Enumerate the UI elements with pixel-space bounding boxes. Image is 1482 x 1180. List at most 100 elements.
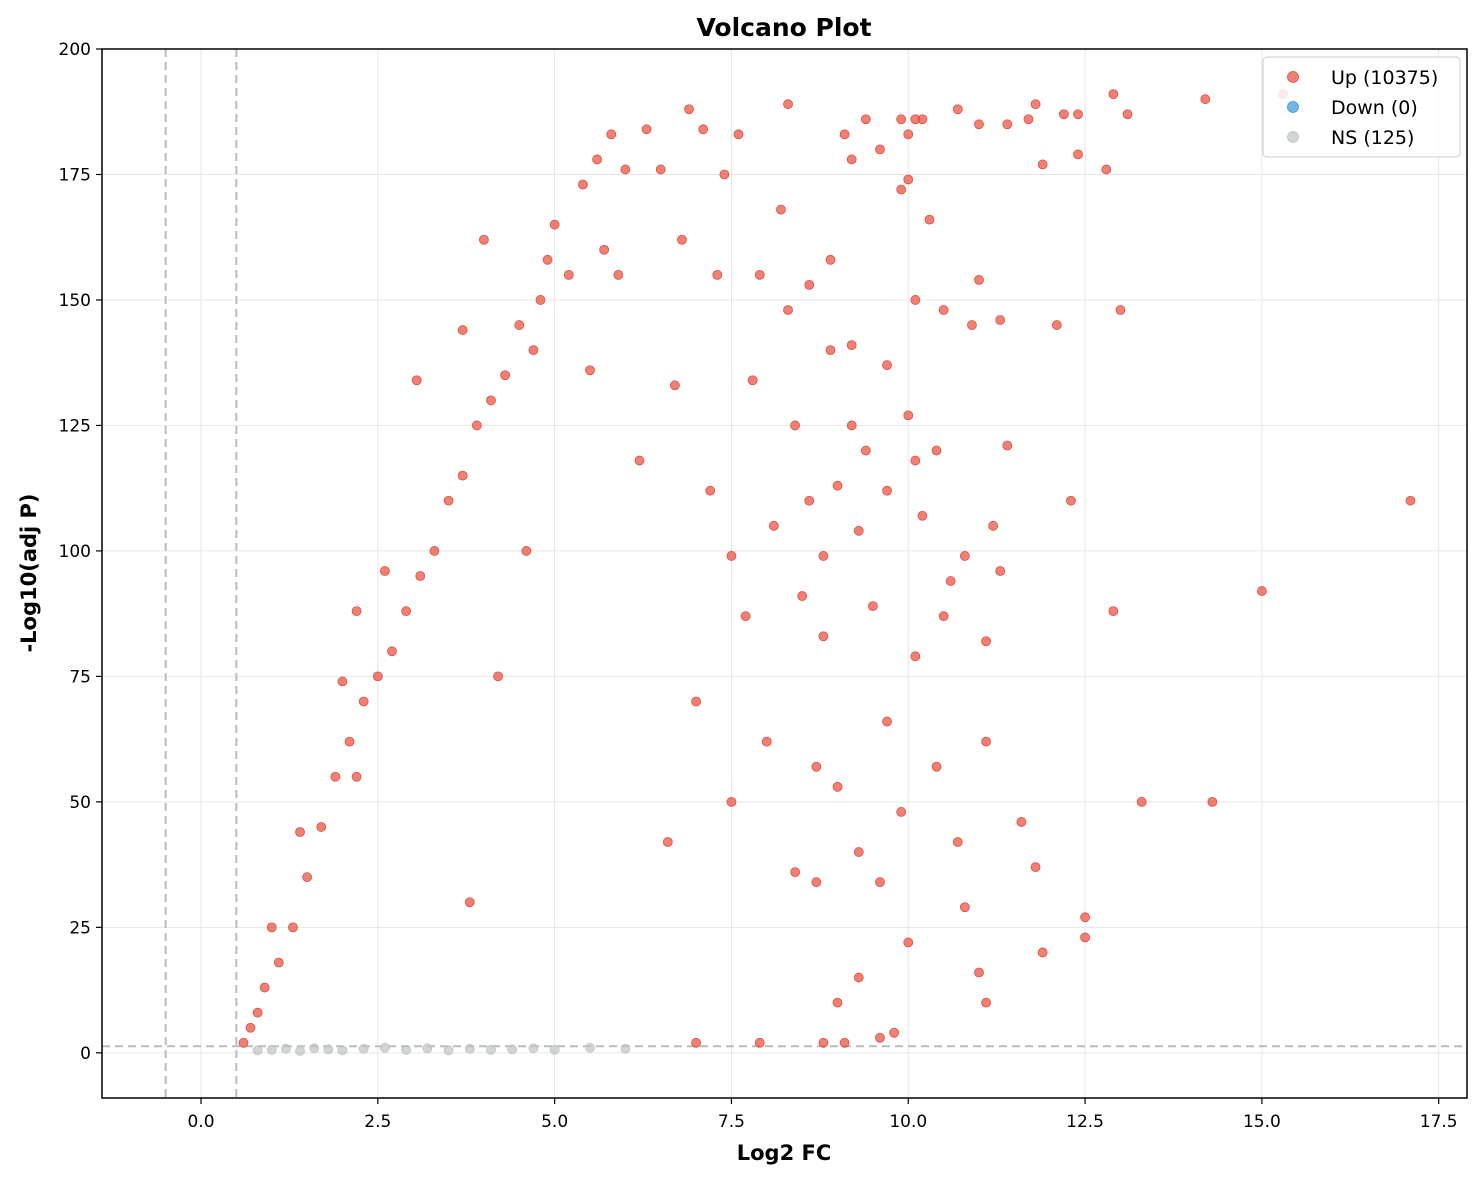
up-point-106	[684, 104, 694, 115]
up-point-117	[592, 154, 602, 165]
up-point-0	[1405, 495, 1416, 506]
ns-point-7	[358, 1043, 369, 1054]
up-point-59	[889, 1027, 900, 1038]
up-point-56	[896, 114, 907, 125]
up-point-60	[875, 1032, 885, 1043]
up-point-35	[967, 320, 977, 330]
up-point-87	[797, 591, 808, 601]
plot-frame	[101, 48, 1468, 1099]
up-point-155	[818, 1037, 829, 1048]
legend-label-ns: NS (125)	[1331, 127, 1414, 149]
up-point-71	[853, 972, 864, 983]
ns-point-15	[528, 1043, 539, 1054]
up-point-14	[1080, 912, 1090, 923]
up-point-124	[528, 345, 539, 356]
scatter-points	[238, 89, 1416, 1056]
up-point-129	[457, 470, 468, 481]
ns-point-3	[295, 1045, 305, 1056]
up-point-146	[266, 922, 277, 933]
ns-point-6	[337, 1045, 348, 1056]
up-point-152	[380, 566, 390, 576]
up-point-133	[411, 375, 422, 386]
up-point-57	[896, 184, 907, 195]
up-point-9	[1058, 109, 1069, 120]
up-point-142	[302, 872, 313, 883]
up-point-108	[669, 380, 680, 391]
up-point-85	[804, 279, 815, 290]
up-point-111	[641, 124, 652, 135]
up-point-62	[882, 485, 892, 496]
up-point-118	[585, 365, 595, 376]
legend-marker-down	[1287, 101, 1299, 113]
up-point-159	[351, 771, 362, 782]
ns-point-12	[464, 1043, 475, 1054]
up-point-149	[245, 1022, 256, 1033]
x-axis-ticks: 0.0 2.5 5.0 7.5 10.0 12.5 15.0 17.5	[187, 1098, 1458, 1132]
up-point-109	[662, 837, 673, 847]
ns-point-18	[620, 1043, 631, 1054]
ns-point-16	[549, 1044, 560, 1055]
up-point-123	[535, 295, 546, 305]
up-point-136	[372, 671, 383, 682]
chart-title: Volcano Plot	[696, 13, 871, 42]
up-point-126	[500, 370, 511, 381]
up-point-5	[1136, 796, 1147, 807]
up-point-3	[1200, 94, 1211, 105]
up-point-36	[959, 551, 970, 561]
up-point-140	[330, 771, 341, 782]
up-point-7	[1122, 109, 1133, 120]
up-point-22	[1016, 817, 1027, 827]
x-tick-label-5: 12.5	[1066, 1112, 1104, 1132]
up-point-151	[351, 606, 362, 617]
up-point-92	[776, 204, 786, 215]
up-point-32	[981, 997, 991, 1008]
up-point-96	[747, 375, 758, 386]
up-point-78	[832, 997, 843, 1008]
up-point-74	[846, 340, 857, 351]
up-point-70	[853, 847, 864, 857]
up-point-137	[358, 696, 369, 707]
up-point-51	[903, 129, 914, 140]
up-point-73	[846, 420, 857, 431]
up-point-42	[931, 761, 942, 772]
up-point-138	[344, 736, 355, 747]
up-point-103	[705, 485, 716, 496]
up-point-125	[514, 320, 525, 330]
y-tick-label-3: 75	[69, 667, 91, 687]
up-point-15	[1080, 932, 1090, 943]
legend-label-down: Down (0)	[1331, 97, 1418, 119]
up-point-17	[1030, 99, 1041, 110]
up-point-130	[443, 495, 454, 506]
up-point-127	[486, 395, 496, 406]
up-point-89	[790, 867, 801, 878]
x-tick-label-3: 7.5	[718, 1112, 745, 1132]
x-tick-label-4: 10.0	[889, 1112, 927, 1132]
up-point-158	[691, 1037, 701, 1048]
up-point-114	[613, 269, 624, 280]
up-point-161	[493, 671, 503, 682]
up-point-34	[974, 274, 984, 285]
up-point-156	[839, 1037, 850, 1048]
up-point-132	[415, 571, 426, 581]
up-point-115	[606, 129, 617, 140]
ns-point-11	[443, 1045, 454, 1056]
up-point-102	[712, 269, 723, 280]
y-tick-label-1: 25	[69, 918, 91, 938]
up-point-76	[832, 480, 843, 491]
up-point-107	[677, 234, 687, 245]
y-tick-label-4: 100	[59, 542, 91, 562]
up-point-120	[563, 269, 574, 280]
up-point-83	[811, 761, 822, 772]
up-point-162	[521, 546, 532, 556]
legend: Up (10375) Down (0) NS (125)	[1262, 56, 1461, 158]
ns-point-17	[585, 1042, 595, 1053]
up-point-25	[1002, 440, 1013, 451]
ns-point-14	[507, 1044, 518, 1055]
up-point-67	[868, 601, 878, 612]
up-point-12	[1066, 495, 1076, 506]
up-point-145	[273, 957, 284, 968]
up-point-31	[974, 967, 984, 978]
up-point-121	[549, 219, 560, 230]
ns-point-4	[309, 1043, 320, 1054]
x-axis-label: Log2 FC	[737, 1141, 832, 1165]
